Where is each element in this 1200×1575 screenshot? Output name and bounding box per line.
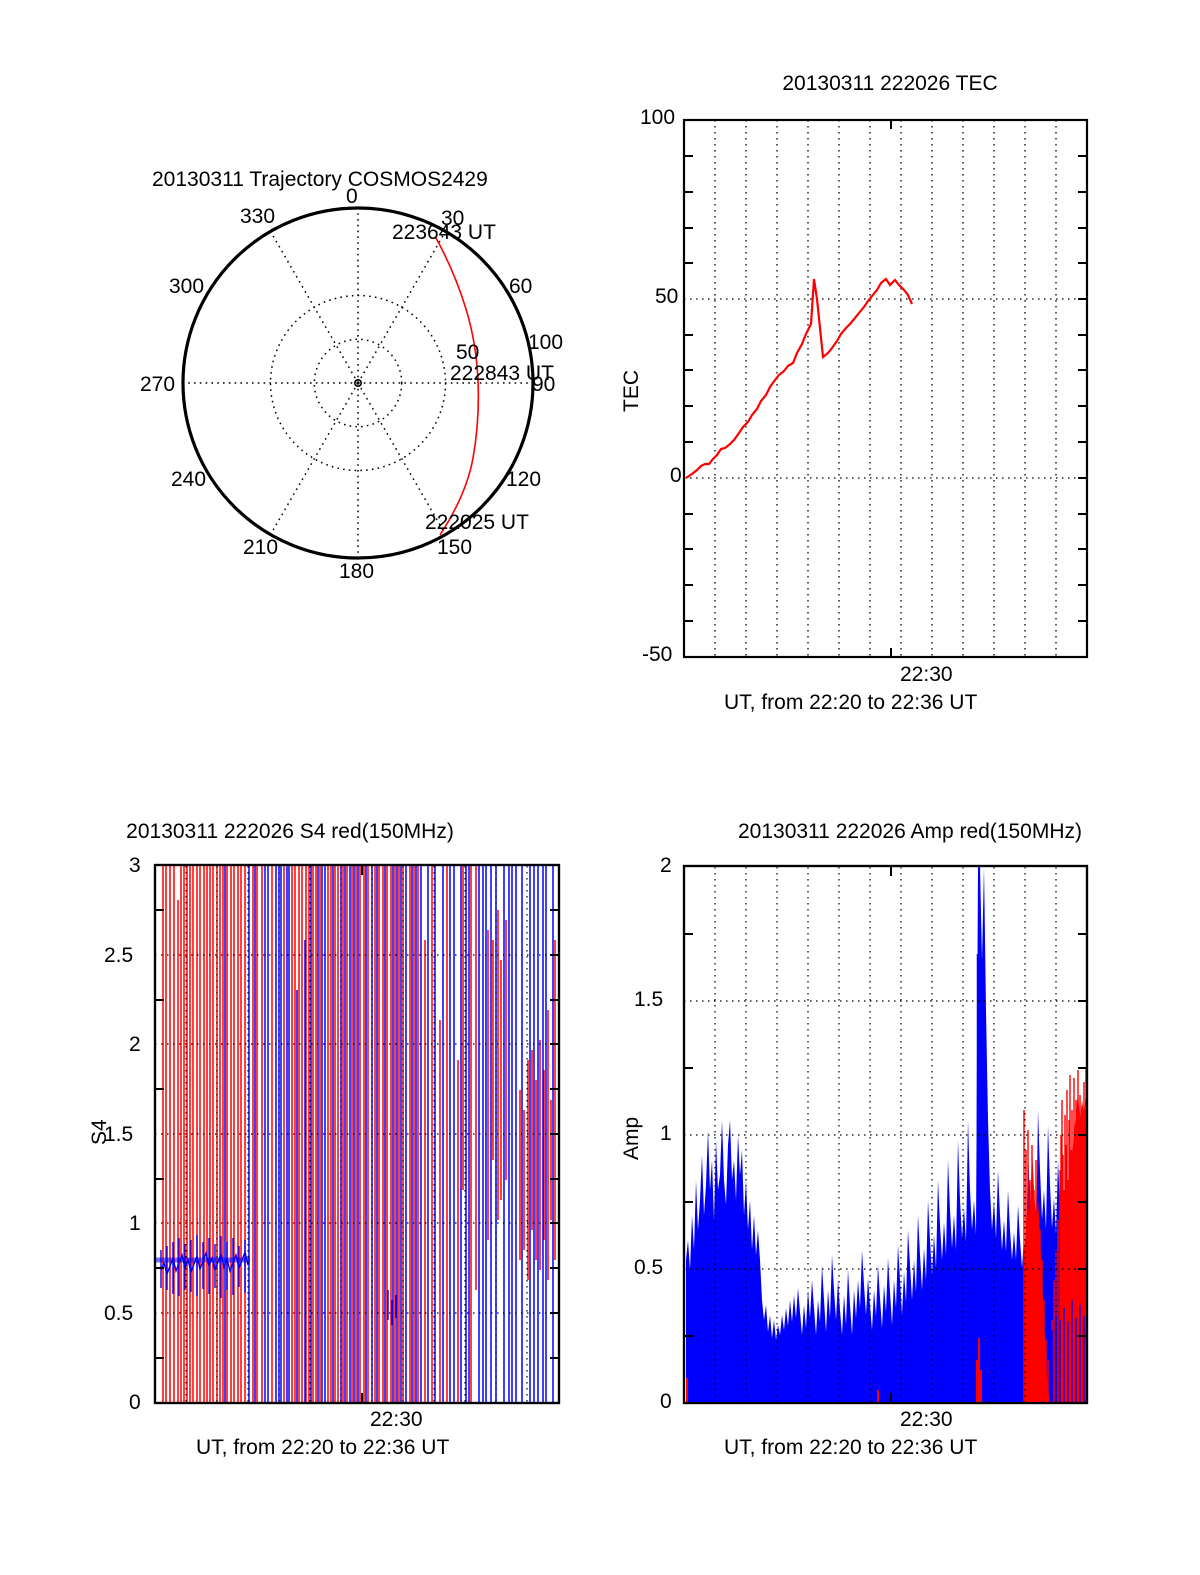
panel-trajectory: 20130311 Trajectory COSMOS2429 0 30 60 9…: [0, 0, 600, 720]
s4-ytick-0p5: 0.5: [104, 1302, 134, 1325]
amp-x-axis-label: UT, from 22:20 to 22:36 UT: [724, 1436, 978, 1459]
polar-azimuth-label-30: 30: [441, 207, 465, 230]
polar-grid-spokes: [183, 208, 533, 558]
panel-s4: 20130311 222026 S4 red(150MHz) 3 2.5 2 1…: [0, 760, 600, 1575]
trajectory-annotation-start: 222025 UT: [425, 511, 529, 534]
trajectory-title: 20130311 Trajectory COSMOS2429: [152, 168, 488, 191]
polar-azimuth-label-300: 300: [169, 275, 205, 298]
polar-azimuth-label-180: 180: [339, 560, 375, 583]
polar-azimuth-label-210: 210: [243, 536, 279, 559]
tec-ytick-100: 100: [640, 106, 676, 129]
s4-blue-quiet-band: [156, 1235, 250, 1298]
amp-ytick-1p5: 1.5: [634, 988, 664, 1011]
s4-minor-ticks: [155, 866, 559, 1402]
s4-ytick-0: 0: [129, 1391, 141, 1414]
trajectory-polar-plot: [181, 206, 535, 560]
tec-ytick-0: 0: [670, 464, 682, 487]
tec-horizontal-gridlines: [684, 298, 1087, 479]
polar-azimuth-label-120: 120: [506, 468, 542, 491]
amp-minor-ticks: [684, 867, 1087, 1402]
s4-plot-area: [153, 863, 561, 1405]
amp-xtick-2230: 22:30: [900, 1408, 953, 1431]
polar-azimuth-label-0: 0: [346, 185, 358, 208]
polar-center-dot: [353, 378, 362, 387]
trajectory-track-red: [435, 237, 480, 536]
polar-azimuth-label-90: 90: [532, 373, 556, 396]
trajectory-annotation-mid: 222843 UT: [450, 362, 554, 385]
s4-ytick-2p5: 2.5: [104, 944, 134, 967]
polar-azimuth-label-150: 150: [437, 536, 473, 559]
tec-minor-ticks: [684, 120, 1087, 657]
amp-ytick-0: 0: [660, 1390, 672, 1413]
s4-x-axis-label: UT, from 22:20 to 22:36 UT: [196, 1436, 450, 1459]
s4-ytick-2: 2: [129, 1033, 141, 1056]
amp-ytick-1: 1: [660, 1122, 672, 1145]
amp-horizontal-gridlines: [684, 1000, 1087, 1270]
amp-plot-area: [682, 864, 1089, 1405]
amp-ytick-2: 2: [660, 854, 672, 877]
tec-ytick--50: -50: [642, 643, 673, 666]
polar-azimuth-label-330: 330: [240, 205, 276, 228]
polar-radial-label-50: 50: [456, 341, 480, 364]
tec-x-axis-label: UT, from 22:20 to 22:36 UT: [724, 691, 978, 714]
tec-ytick-50: 50: [655, 285, 679, 308]
amp-ytick-0p5: 0.5: [634, 1256, 664, 1279]
s4-horizontal-gridlines: [155, 954, 559, 1314]
amp-red-early-spikes: [686, 1338, 982, 1402]
tec-plot-area: [682, 118, 1089, 659]
panel-tec: 20130311 222026 TEC 100 50 0 -50 TEC: [600, 0, 1200, 740]
trajectory-annotation-end: 223643 UT: [392, 221, 496, 244]
s4-xtick-2230: 22:30: [370, 1408, 423, 1431]
tec-xtick-2230: 22:30: [900, 663, 953, 686]
s4-ytick-1p5: 1.5: [104, 1123, 134, 1146]
tec-frame: [682, 118, 1089, 659]
polar-azimuth-label-60: 60: [509, 275, 533, 298]
s4-ytick-3: 3: [129, 854, 141, 877]
polar-radial-label-100: 100: [528, 331, 564, 354]
s4-ytick-1: 1: [129, 1212, 141, 1235]
s4-blue-dip-midrecord: [387, 1290, 397, 1325]
s4-title: 20130311 222026 S4 red(150MHz): [126, 820, 454, 843]
tec-series-red: [685, 277, 914, 479]
panel-amp: 20130311 222026 Amp red(150MHz) 2 1.5 1 …: [600, 760, 1200, 1575]
polar-grid-circle-25: [313, 338, 403, 428]
amp-title: 20130311 222026 Amp red(150MHz): [737, 820, 1082, 843]
tec-title: 20130311 222026 TEC: [782, 72, 998, 95]
polar-azimuth-label-270: 270: [140, 373, 176, 396]
amp-series-blue-400mhz: [686, 867, 1086, 1402]
polar-azimuth-label-240: 240: [171, 468, 207, 491]
amp-blue-peak-spike: [976, 954, 984, 1402]
